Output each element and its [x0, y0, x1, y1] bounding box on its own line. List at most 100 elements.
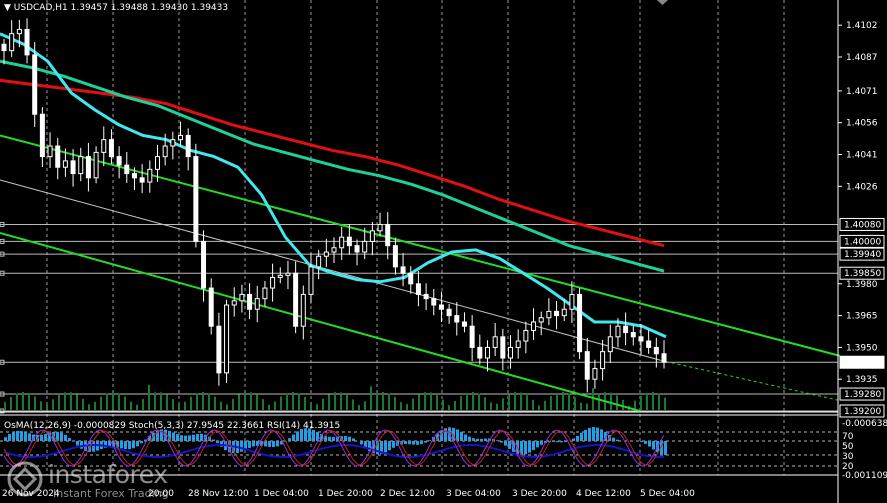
osma-bar	[344, 436, 347, 441]
volume-bar	[496, 403, 498, 410]
candle-body	[208, 287, 214, 327]
candle-body	[270, 276, 276, 289]
candle-body	[607, 336, 613, 353]
volume-bar	[70, 392, 72, 410]
volume-bar	[652, 392, 654, 410]
volume-bar	[22, 392, 24, 410]
osma-bar	[80, 441, 83, 449]
osma-bar	[248, 441, 251, 448]
volume-bar	[250, 392, 252, 410]
osma-bar	[452, 427, 455, 441]
osma-bar	[484, 438, 487, 441]
indicator-tick-label: 50	[842, 442, 854, 452]
osma-bar	[76, 441, 79, 446]
candle-body	[39, 113, 45, 158]
candle-body	[531, 321, 537, 331]
osma-bar	[532, 441, 535, 451]
candle-body	[653, 346, 659, 355]
level-label-box	[839, 387, 885, 401]
level-label: 1.39850	[844, 269, 881, 279]
candle-body	[500, 336, 506, 359]
candle-body	[454, 315, 460, 323]
volume-bar	[106, 393, 108, 410]
osma-bar	[316, 431, 319, 441]
stoch-signal-line	[3, 430, 665, 466]
osma-bar	[44, 433, 47, 441]
osma-bar	[24, 432, 27, 441]
candle-body	[592, 368, 598, 380]
osma-bar	[280, 441, 283, 445]
candle-body	[615, 325, 621, 338]
indicator-header: OsMA(12,26,9) -0.0000829 Stoch(5,3,3) 27…	[4, 421, 340, 431]
candle-body	[523, 329, 529, 342]
volume-bar	[136, 404, 138, 410]
osma-bar	[72, 441, 75, 442]
price-tick-label: 1.4041	[846, 151, 878, 161]
volume-bar	[76, 394, 78, 410]
volume-bar	[232, 398, 234, 410]
candle-body	[178, 134, 184, 141]
level-label: 1.40000	[844, 237, 881, 247]
osma-bar	[212, 439, 215, 441]
osma-bar	[268, 441, 271, 447]
volume-bar	[394, 397, 396, 410]
volume-bar	[304, 396, 306, 410]
volume-bar	[112, 392, 114, 410]
volume-bar	[364, 401, 366, 410]
volume-bar	[58, 394, 60, 410]
volume-bar	[616, 395, 618, 410]
osma-bar	[64, 434, 67, 441]
candle-body	[147, 168, 153, 183]
candle-body	[70, 160, 76, 175]
volume-bar	[400, 402, 402, 410]
candle-body	[415, 283, 421, 295]
level-label: 1.39280	[844, 390, 881, 400]
volume-bar	[142, 399, 144, 410]
candle-body	[62, 160, 68, 168]
volume-bar	[34, 396, 36, 410]
candle-body	[446, 308, 452, 317]
time-label: 1 Dec 04:00	[254, 489, 309, 499]
candle-body	[600, 351, 606, 370]
volume-bar	[220, 401, 222, 410]
candle-body	[423, 293, 429, 300]
osma-bar	[264, 441, 267, 447]
osma-bar	[260, 441, 263, 446]
osma-bar	[464, 434, 467, 441]
candle-body	[16, 28, 22, 35]
osma-bar	[660, 441, 663, 455]
volume-bar	[622, 400, 624, 410]
candle-body	[316, 255, 322, 268]
candle-body	[239, 293, 245, 302]
volume-bar	[544, 400, 546, 410]
indicator-tick-label: 70	[842, 432, 854, 442]
candle-body	[538, 317, 544, 323]
osma-bar	[416, 441, 419, 445]
volume-bar	[550, 395, 552, 410]
candle-body	[193, 156, 199, 242]
volume-bar	[256, 394, 258, 410]
candle-body	[408, 272, 414, 285]
volume-bar	[646, 392, 648, 410]
candle-body	[323, 251, 329, 257]
osma-bar	[68, 437, 71, 441]
time-label: 5 Dec 04:00	[640, 489, 695, 499]
volume-bar	[460, 396, 462, 410]
osma-bar	[508, 441, 511, 449]
candle-body	[170, 139, 176, 147]
price-tick-label: 1.3935	[846, 375, 878, 385]
candle-body	[339, 236, 345, 249]
volume-bar	[202, 392, 204, 410]
osma-bar	[312, 429, 315, 441]
osma-bar	[580, 432, 583, 441]
time-label: 3 Dec 20:00	[512, 489, 567, 499]
osma-bar	[144, 439, 147, 441]
volume-bar	[208, 393, 210, 410]
volume-bar	[526, 395, 528, 410]
price-tick-label: 1.4026	[846, 182, 878, 192]
osma-bar	[360, 441, 363, 445]
volume-bar	[568, 393, 570, 410]
candle-body	[47, 145, 53, 158]
watermark-title: instaforex	[48, 460, 168, 489]
